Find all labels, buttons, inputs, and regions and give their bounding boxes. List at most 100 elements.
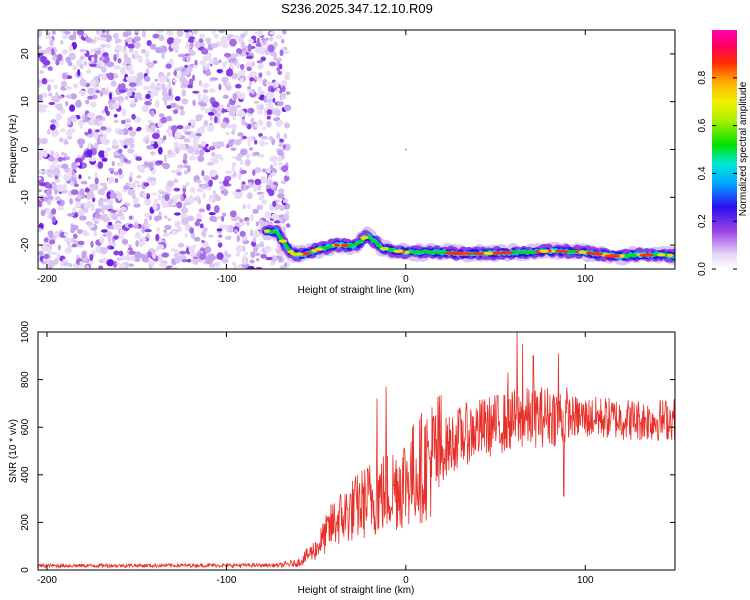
spectrogram-cell	[193, 236, 201, 242]
spectrogram-cell	[119, 262, 127, 269]
spectrogram-cell	[210, 77, 219, 81]
spectrogram-cell	[158, 34, 165, 42]
spectrogram-cell	[256, 37, 260, 45]
signal-hotspot	[500, 250, 513, 255]
spectrogram-cell	[112, 139, 118, 147]
spectrogram-cell	[152, 88, 159, 97]
spectrogram-cell	[52, 30, 56, 35]
spectrogram-cell	[119, 229, 125, 234]
spectrogram-cell	[188, 78, 194, 86]
spectrogram-cell	[273, 220, 282, 224]
spectrogram-cell	[199, 223, 204, 229]
spectrogram-cell	[281, 85, 286, 93]
spectrogram-cell	[268, 82, 275, 86]
spectrogram-cell	[160, 116, 168, 124]
spectrogram-cell	[201, 240, 205, 244]
spectrogram-cell	[125, 118, 132, 124]
spectrogram-cell	[258, 196, 263, 201]
spectrogram-cell	[198, 208, 206, 213]
spectrogram-cell	[77, 240, 85, 245]
signal-hotspot	[333, 243, 340, 247]
spectrogram-cell	[113, 171, 119, 176]
spectrogram-cell	[202, 227, 208, 233]
spectrogram-cell	[228, 139, 234, 147]
spectrogram-cell	[192, 64, 198, 69]
spectrogram-cell	[64, 247, 72, 254]
spectrogram-cell	[94, 177, 99, 185]
spectrogram-cell	[79, 188, 85, 196]
spectrogram-cell	[131, 75, 137, 83]
spectrogram-cell	[192, 74, 195, 82]
spectrogram-cell	[83, 60, 88, 66]
spectrogram-cell	[99, 129, 104, 134]
signal-hotspot	[604, 254, 621, 258]
spectrogram-cell	[85, 37, 92, 43]
spectrogram-cell	[150, 109, 155, 117]
spectrogram-cell	[153, 198, 158, 203]
spectrogram-cell	[163, 154, 167, 162]
spectrogram-cell	[155, 47, 163, 54]
spectrogram-cell	[53, 258, 59, 265]
spectrogram-cell	[146, 40, 152, 47]
x-tick-label: 0	[403, 575, 409, 586]
spectrogram-cell	[54, 196, 61, 201]
spectrogram-cell	[140, 48, 147, 54]
spectrogram-cell	[173, 194, 181, 199]
spectrogram-cell	[46, 207, 51, 215]
spectrogram-cell	[272, 200, 277, 208]
spectrogram-cell	[232, 92, 238, 101]
spectrogram-cell	[77, 69, 81, 77]
spectrogram-cell	[242, 47, 246, 52]
spectrogram-cell	[51, 208, 57, 215]
spectrogram-cell	[194, 41, 202, 48]
spectrogram-cell	[70, 224, 79, 231]
spectrogram-cell	[285, 71, 290, 78]
spectrogram-cell	[87, 128, 92, 135]
spectrogram-cell	[283, 175, 290, 182]
spectrogram-cell	[188, 245, 195, 254]
spectrogram-cell	[161, 51, 165, 60]
spectrogram-cell	[51, 183, 55, 189]
spectrogram-cell	[83, 33, 88, 38]
spectrogram-cell	[179, 250, 187, 255]
signal-hotspot	[264, 229, 271, 233]
spectrogram-cell	[120, 67, 127, 75]
spectrogram-cell	[214, 116, 218, 124]
spectrogram-cell	[173, 141, 179, 149]
spectrogram-cell	[196, 187, 204, 193]
spectrogram-cell	[212, 60, 220, 66]
colorbar-tick-label: 0.0	[697, 262, 708, 276]
spectrogram-cell	[277, 156, 283, 163]
snr-xlabel: Height of straight line (km)	[298, 585, 415, 596]
spectrogram-cell	[225, 132, 230, 136]
spectrogram-cell	[68, 263, 73, 268]
spectrogram-cell	[61, 163, 69, 169]
spectrogram-cell	[126, 251, 130, 260]
spectrogram-cell	[183, 138, 191, 143]
spectrogram-cell	[201, 124, 206, 130]
signal-hotspot	[340, 243, 349, 247]
spectrogram-cell	[213, 193, 219, 200]
spectrogram-cell	[86, 69, 92, 74]
spectrogram-cell	[217, 239, 221, 243]
spectrogram-cell	[56, 200, 62, 205]
spectrogram-cell	[242, 261, 248, 265]
spectrogram-cell	[170, 266, 179, 269]
y-tick-label: -10	[20, 190, 31, 205]
spectrogram-cell	[106, 61, 115, 68]
spectrogram-cell	[60, 40, 64, 45]
spectrogram-cell	[52, 96, 61, 103]
spectrogram-cell	[253, 151, 260, 156]
spectrogram-cell	[162, 232, 170, 238]
spectrogram-cell	[204, 149, 211, 153]
spectrogram-cell	[194, 148, 200, 155]
spectrogram-cell	[260, 135, 268, 139]
spectrogram-cell	[241, 70, 245, 77]
spectrogram-cell	[123, 185, 130, 191]
spectrogram-cell	[50, 150, 54, 157]
spectrogram-cell	[163, 229, 167, 233]
colorbar-tick-label: 0.4	[697, 166, 708, 180]
spectrogram-cell	[187, 165, 191, 173]
spectrogram-cell	[239, 63, 245, 70]
spectrogram-cell	[55, 178, 61, 184]
